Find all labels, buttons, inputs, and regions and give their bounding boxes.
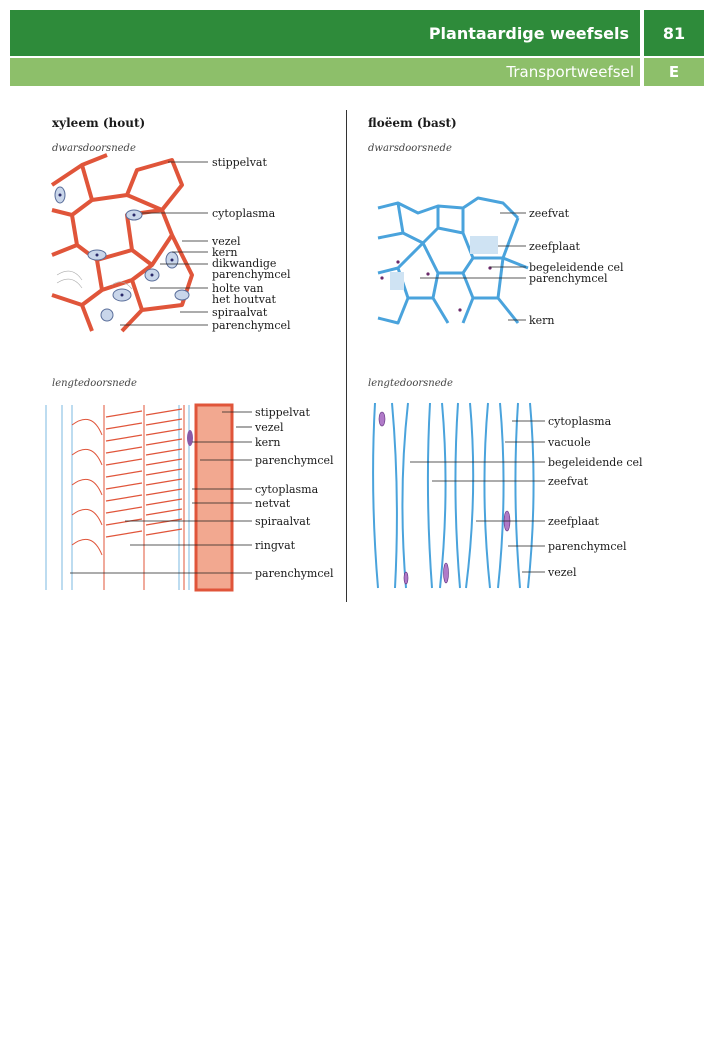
xylem-cross-label-7: holte van — [212, 282, 264, 295]
phloem-long-label-3: begeleidende cel — [548, 456, 643, 469]
xylem-cross-label-1: stippelvat — [212, 156, 267, 169]
xylem-cross-label-3: vezel — [212, 235, 241, 248]
column-divider — [346, 110, 347, 602]
xylem-long-label-9: parenchymcel — [255, 567, 334, 580]
xylem-cross-label-9: spiraalvat — [212, 306, 268, 319]
chapter-title: Plantaardige weefsels — [428, 24, 629, 43]
xylem-cross-section-illustration — [50, 153, 194, 333]
xylem-long-label-8: ringvat — [255, 539, 296, 552]
section-letter-box — [644, 58, 704, 86]
phloem-cross-label-4: parenchymcel — [529, 272, 608, 285]
xylem-cross-label-6: parenchymcel — [212, 268, 291, 281]
xylem-long-label-1: stippelvat — [255, 406, 310, 419]
xylem-heading: xyleem (hout) — [52, 116, 146, 130]
phloem-long-label-5: zeefplaat — [548, 515, 599, 528]
xylem-long-label-5: cytoplasma — [255, 483, 319, 496]
phloem-cross-label-3: begeleidende cel — [529, 261, 624, 274]
xylem-long-subtitle: lengtedoorsnede — [52, 378, 137, 389]
xylem-long-label-3: kern — [255, 436, 281, 449]
xylem-longitudinal-illustration — [44, 403, 244, 592]
phloem-cross-label-5: kern — [529, 314, 555, 327]
xylem-long-label-7: spiraalvat — [255, 515, 311, 528]
phloem-long-label-2: vacuole — [548, 436, 591, 449]
section-subtitle: Transportweefsel — [506, 63, 634, 81]
phloem-long-label-6: parenchymcel — [548, 540, 627, 553]
xylem-cross-label-8: het houtvat — [212, 293, 276, 306]
xylem-long-label-6: netvat — [255, 497, 291, 510]
phloem-long-subtitle: lengtedoorsnede — [368, 378, 453, 389]
header-bar-top — [10, 10, 640, 56]
phloem-cross-label-1: zeefvat — [529, 207, 570, 220]
phloem-cross-subtitle: dwarsdoorsnede — [368, 143, 452, 154]
xylem-cross-label-2: cytoplasma — [212, 207, 276, 220]
phloem-cross-label-2: zeefplaat — [529, 240, 580, 253]
xylem-cross-subtitle: dwarsdoorsnede — [52, 143, 136, 154]
phloem-long-label-1: cytoplasma — [548, 415, 612, 428]
phloem-long-label-7: vezel — [548, 566, 577, 579]
section-letter: E — [668, 63, 680, 81]
phloem-cross-section-illustration — [377, 196, 529, 325]
xylem-cross-label-4: kern — [212, 246, 238, 259]
phloem-heading: floëem (bast) — [368, 116, 457, 130]
phloem-longitudinal-illustration — [372, 402, 535, 589]
xylem-cross-label-10: parenchymcel — [212, 319, 291, 332]
xylem-cross-label-5: dikwandige — [212, 257, 277, 270]
xylem-long-label-2: vezel — [255, 421, 284, 434]
page-number: 81 — [662, 24, 686, 43]
header-bar-bottom — [10, 58, 640, 86]
phloem-long-label-4: zeefvat — [548, 475, 589, 488]
page-number-box — [644, 10, 704, 56]
xylem-long-label-4: parenchymcel — [255, 454, 334, 467]
